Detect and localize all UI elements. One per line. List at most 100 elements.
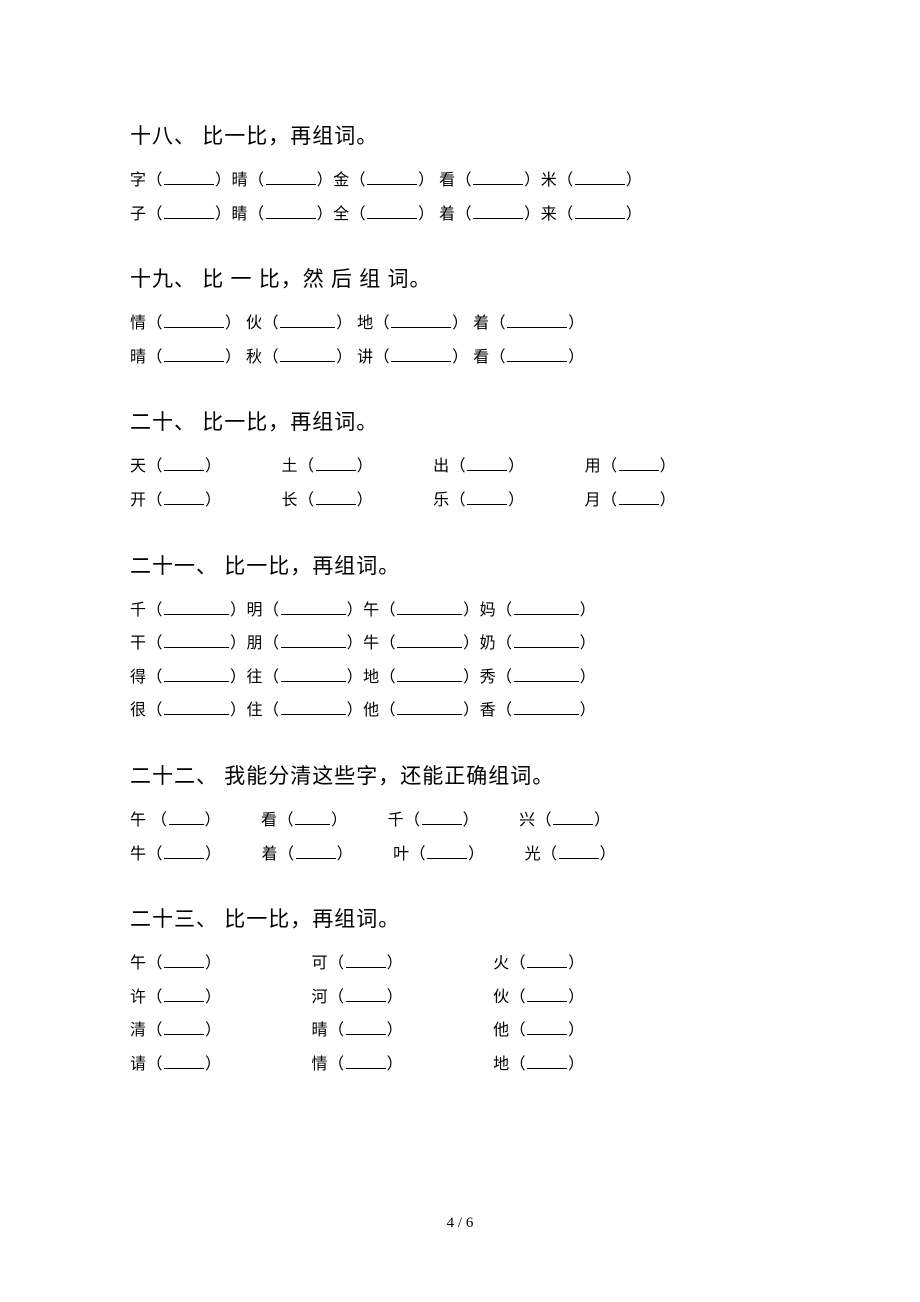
blank[interactable] [280,311,335,328]
blank[interactable] [514,631,579,648]
section-18-row-2: 子（）睛（）全（） 着（）来（） [130,198,790,232]
blank[interactable] [619,454,659,471]
char: 朋 [247,635,264,652]
page-number: 4 / 6 [0,1215,920,1232]
blank[interactable] [507,311,567,328]
blank[interactable] [514,598,579,615]
blank[interactable] [296,842,336,859]
blank[interactable] [427,842,467,859]
section-19-row-2: 晴（） 秋（） 讲（） 看（） [130,341,790,375]
blank[interactable] [346,1052,386,1069]
blank[interactable] [346,1018,386,1035]
blank[interactable] [527,1052,567,1069]
blank[interactable] [422,808,462,825]
char: 秋 [246,349,263,366]
blank[interactable] [164,345,224,362]
blank[interactable] [164,665,229,682]
section-23-row-4: 请（）情（）地（） [130,1048,790,1082]
blank[interactable] [397,598,462,615]
section-21-row-2: 干（）朋（）牛（）奶（） [130,627,790,661]
blank[interactable] [391,311,451,328]
char: 千 [130,602,147,619]
blank[interactable] [164,985,204,1002]
blank[interactable] [527,951,567,968]
blank[interactable] [553,808,593,825]
blank[interactable] [281,698,346,715]
blank[interactable] [164,454,204,471]
char: 看 [261,812,278,829]
char: 地 [357,315,374,332]
blank[interactable] [316,488,356,505]
blank[interactable] [164,951,204,968]
char: 秀 [480,669,497,686]
char: 天 [130,458,147,475]
blank[interactable] [473,202,523,219]
char: 土 [282,458,299,475]
blank[interactable] [527,1018,567,1035]
blank[interactable] [266,202,316,219]
char: 睛 [232,206,249,223]
page: 十八、 比一比，再组词。 字（）晴（）金（） 看（）米（） 子（）睛（）全（） … [0,0,920,1302]
char: 情 [312,1056,329,1073]
blank[interactable] [280,345,335,362]
blank[interactable] [514,665,579,682]
blank[interactable] [164,311,224,328]
char: 他 [493,1022,510,1039]
blank[interactable] [164,1018,204,1035]
char: 午 [130,812,151,829]
blank[interactable] [391,345,451,362]
blank[interactable] [575,202,625,219]
blank[interactable] [527,985,567,1002]
char: 光 [525,846,542,863]
blank[interactable] [164,598,229,615]
char: 干 [130,635,147,652]
char: 奶 [480,635,497,652]
blank[interactable] [169,808,204,825]
blank[interactable] [367,168,417,185]
char: 金 [333,172,350,189]
blank[interactable] [281,631,346,648]
char: 字 [130,172,147,189]
char: 出 [433,458,450,475]
blank[interactable] [514,698,579,715]
blank[interactable] [164,1052,204,1069]
section-22-title: 二十二、 我能分清这些字，还能正确组词。 [130,760,790,790]
section-23-row-3: 清（）晴（）他（） [130,1014,790,1048]
section-21-row-1: 千（）明（）午（）妈（） [130,594,790,628]
blank[interactable] [397,665,462,682]
blank[interactable] [164,698,229,715]
char: 晴 [312,1022,329,1039]
char: 牛 [130,846,147,863]
blank[interactable] [346,951,386,968]
char: 住 [247,702,264,719]
blank[interactable] [467,488,507,505]
char: 看 [439,172,456,189]
blank[interactable] [164,631,229,648]
blank[interactable] [619,488,659,505]
blank[interactable] [281,665,346,682]
blank[interactable] [164,202,214,219]
section-23-row-1: 午（）可（）火（） [130,947,790,981]
blank[interactable] [164,168,214,185]
blank[interactable] [397,631,462,648]
blank[interactable] [473,168,523,185]
char: 子 [130,206,147,223]
blank[interactable] [575,168,625,185]
section-21-title: 二十一、 比一比，再组词。 [130,550,790,580]
blank[interactable] [281,598,346,615]
blank[interactable] [507,345,567,362]
char: 乐 [433,492,450,509]
blank[interactable] [164,842,204,859]
blank[interactable] [367,202,417,219]
section-18-row-1: 字（）晴（）金（） 看（）米（） [130,164,790,198]
blank[interactable] [164,488,204,505]
blank[interactable] [397,698,462,715]
blank[interactable] [346,985,386,1002]
blank[interactable] [266,168,316,185]
section-20: 二十、 比一比，再组词。 天（）土（）出（）用（） 开（）长（）乐（）月（） [130,406,790,517]
blank[interactable] [467,454,507,471]
blank[interactable] [316,454,356,471]
blank[interactable] [295,808,330,825]
blank[interactable] [559,842,599,859]
char: 得 [130,669,147,686]
